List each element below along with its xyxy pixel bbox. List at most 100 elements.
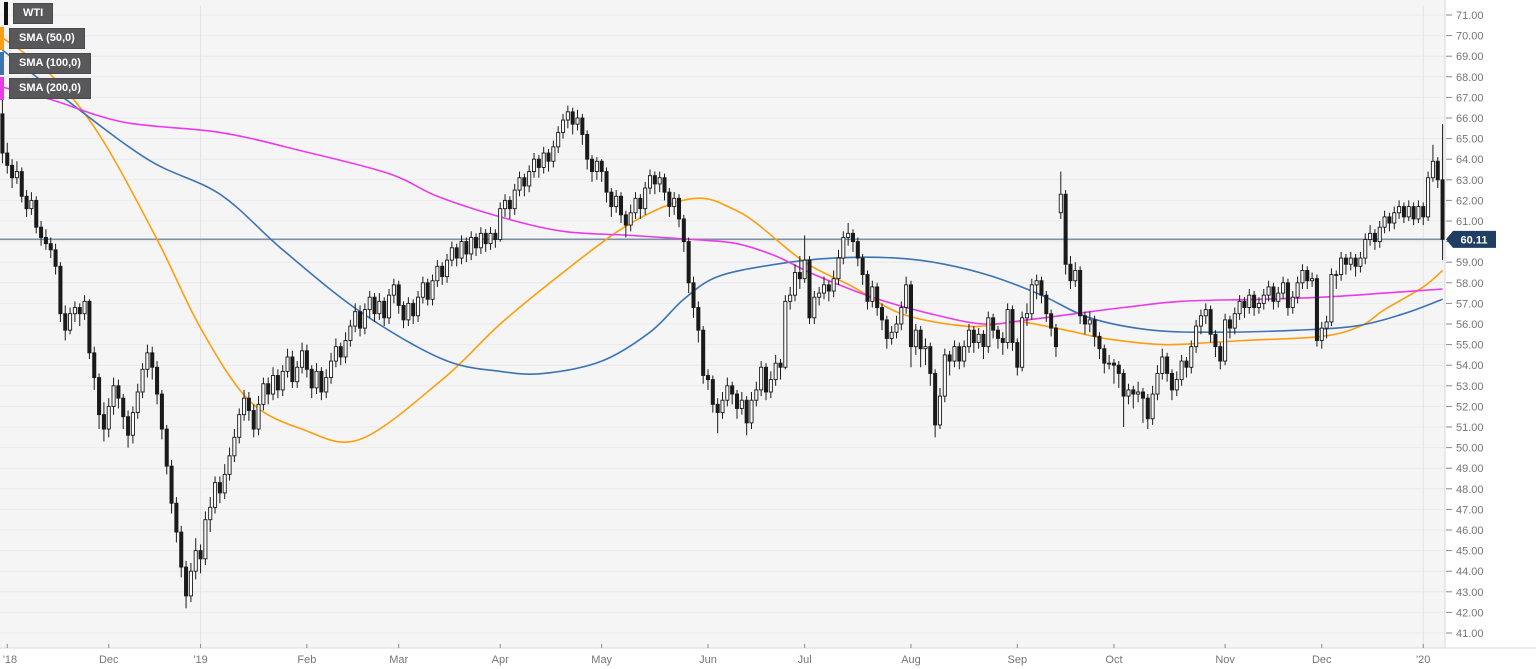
candle-body: [353, 311, 358, 327]
sma-50-line[interactable]: [1, 37, 1444, 443]
candle-body: [585, 134, 590, 160]
candle-body: [870, 286, 875, 302]
price-tick-label: 46.00: [1456, 525, 1484, 537]
candle-body: [329, 360, 334, 379]
candle-body: [1416, 206, 1421, 220]
candle-body: [130, 412, 135, 436]
time-tick-label: Sep: [1008, 654, 1028, 666]
candle-body: [676, 197, 682, 220]
candle-body: [1020, 317, 1025, 368]
candle-body: [570, 111, 575, 125]
candle-body: [150, 352, 155, 368]
time-axis[interactable]: '18 Dec '19 Feb Mar Apr May Jun Jul Aug Sep Oct Nov D…: [0, 644, 1536, 669]
candle-body: [1184, 360, 1189, 368]
candle-body: [459, 241, 464, 259]
legend-item-sma200[interactable]: SMA (200,0): [0, 77, 91, 100]
candle-body: [184, 566, 189, 597]
sma200-color-bar-icon: [0, 77, 4, 100]
candle-body: [1276, 292, 1281, 302]
legend-item-sma100[interactable]: SMA (100,0): [0, 52, 91, 75]
candle-body: [1121, 372, 1126, 397]
candle-body: [377, 300, 382, 315]
candle-body: [1300, 269, 1305, 284]
legend-label-wti: WTI: [13, 3, 54, 24]
time-tick-label: Nov: [1215, 654, 1235, 666]
candle-body: [72, 307, 77, 315]
legend-item-wti[interactable]: WTI: [4, 2, 91, 25]
time-tick-label: Jul: [798, 654, 812, 666]
candle-body: [1160, 356, 1165, 374]
candle-body: [1136, 391, 1141, 395]
price-axis[interactable]: 71.00 70.00 69.00 68.00 67.00 66.00 65.00 64.00…: [1444, 0, 1536, 669]
time-axis-bg[interactable]: [0, 648, 1536, 669]
candle-body: [1198, 315, 1203, 327]
candle-body: [855, 241, 860, 259]
candle-body: [884, 319, 889, 339]
time-tick-label: Feb: [297, 654, 316, 666]
price-tick-label: 47.00: [1456, 504, 1484, 516]
candle-body: [420, 282, 425, 298]
candle-body: [517, 177, 522, 191]
candle-body: [1334, 274, 1339, 277]
candle-body: [841, 237, 846, 259]
legend-label-sma100: SMA (100,0): [9, 53, 91, 74]
price-axis-bg[interactable]: [1445, 0, 1536, 669]
candle-body: [1145, 397, 1150, 420]
time-tick-label: '19: [193, 654, 207, 666]
candle-body: [19, 171, 24, 197]
candle-body: [111, 385, 116, 407]
candle-body: [126, 416, 131, 436]
candle-body: [1073, 269, 1078, 282]
candle-body: [237, 414, 242, 438]
candle-body: [1247, 294, 1252, 308]
candle-body: [710, 379, 715, 405]
candle-body: [749, 399, 754, 424]
price-tick-label: 67.00: [1456, 92, 1484, 104]
candle-body: [1397, 206, 1402, 214]
candle-body: [1140, 391, 1145, 399]
candle-body: [860, 257, 865, 276]
legend-item-sma50[interactable]: SMA (50,0): [0, 27, 91, 50]
candle-body: [778, 362, 783, 368]
candle-body: [454, 247, 459, 259]
candle-body: [1339, 257, 1344, 276]
sma-lines-layer: [1, 37, 1444, 443]
candle-body: [1421, 206, 1426, 218]
price-tick-label: 68.00: [1456, 72, 1484, 84]
candle-body: [759, 366, 764, 391]
candles-layer[interactable]: [0, 99, 1445, 609]
candle-body: [10, 164, 15, 179]
candle-body: [82, 300, 87, 315]
candle-body: [971, 329, 976, 343]
price-tick-label: 58.00: [1456, 278, 1484, 290]
candle-body: [474, 237, 479, 249]
candle-body: [725, 385, 730, 401]
candle-body: [580, 117, 585, 135]
candle-body: [242, 397, 247, 416]
candle-body: [672, 197, 677, 208]
candle-body: [1324, 321, 1329, 329]
price-tick-label: 59.00: [1456, 257, 1484, 269]
candle-body: [1155, 372, 1160, 395]
sma-200-line[interactable]: [2, 86, 1443, 325]
candle-body: [1107, 362, 1112, 365]
candle-body: [401, 305, 406, 321]
candle-body: [275, 375, 280, 391]
candle-body: [546, 152, 551, 162]
sma-100-line[interactable]: [1, 49, 1443, 375]
candle-body: [937, 395, 942, 426]
candle-body: [1319, 327, 1324, 341]
candle-body: [1179, 360, 1184, 381]
candle-body: [720, 399, 725, 414]
candle-body: [986, 317, 991, 348]
candle-body: [1343, 257, 1348, 265]
price-tick-label: 53.00: [1456, 381, 1484, 393]
candle-body: [430, 280, 435, 300]
candle-body: [1353, 257, 1358, 267]
candle-body: [962, 346, 967, 362]
candle-body: [667, 191, 672, 208]
candle-body: [232, 436, 237, 457]
candle-body: [1068, 263, 1073, 282]
candle-body: [0, 113, 5, 154]
